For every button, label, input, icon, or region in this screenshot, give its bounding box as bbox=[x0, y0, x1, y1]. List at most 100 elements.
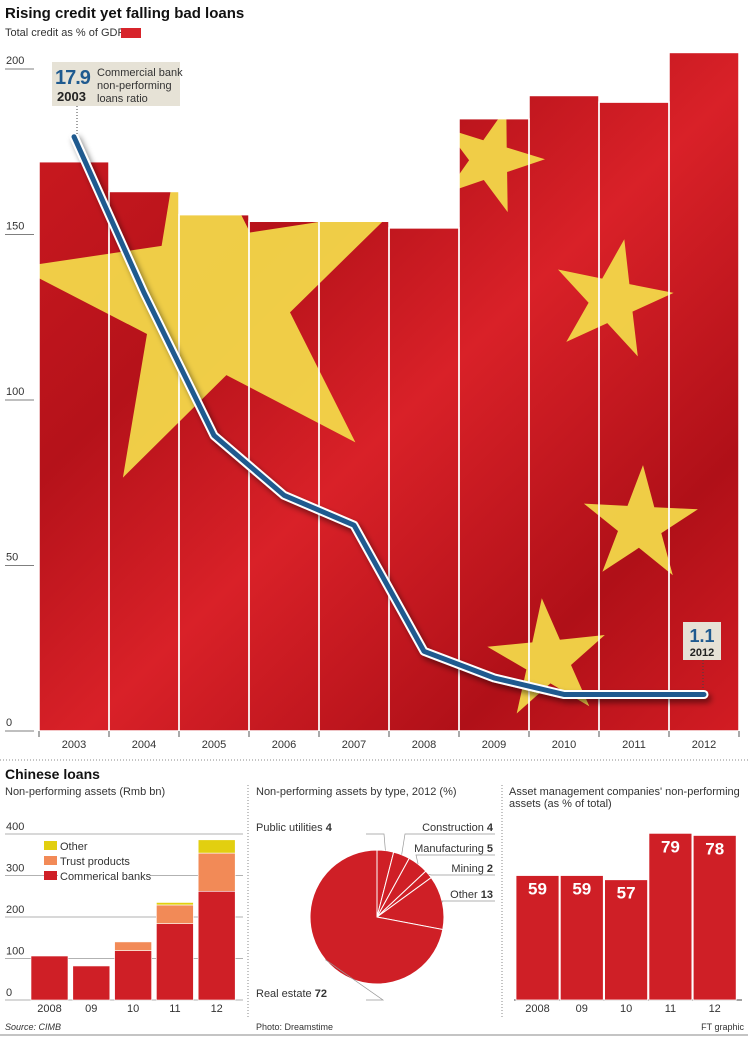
legend-swatch bbox=[44, 856, 57, 865]
x-tick-label: 2004 bbox=[132, 739, 156, 751]
pie-leader-line bbox=[325, 959, 385, 1001]
photo-credit: Photo: Dreamstime bbox=[256, 1022, 333, 1032]
star-icon bbox=[39, 102, 394, 478]
y-tick-label: 0 bbox=[6, 987, 12, 999]
x-tick-label: 2008 bbox=[412, 739, 436, 751]
x-tick-label: 10 bbox=[127, 1003, 139, 1015]
annotation-text-2: non-performing bbox=[97, 80, 172, 92]
x-tick-label: 2003 bbox=[62, 739, 86, 751]
x-tick-label: 2007 bbox=[342, 739, 366, 751]
pie-label: Real estate 72 bbox=[256, 988, 327, 1000]
x-tick-label: 2008 bbox=[37, 1003, 61, 1015]
amc-bar-2008 bbox=[515, 875, 560, 1001]
pie-leader-line bbox=[428, 873, 495, 876]
y-tick-label: 200 bbox=[6, 55, 24, 67]
ft-credit: FT graphic bbox=[701, 1022, 744, 1032]
pie-label-value: 5 bbox=[487, 843, 493, 855]
pie-label-value: 13 bbox=[481, 889, 493, 901]
pie-leader-line bbox=[415, 854, 495, 865]
amc-bar-chart: 59 2008 59 09 57 10 79 11 78 12 bbox=[514, 832, 742, 1015]
pie-leader-line bbox=[441, 900, 495, 903]
annotation-2012: 1.1 2012 bbox=[683, 622, 721, 690]
main-chart-subtitle: Total credit as % of GDP bbox=[5, 27, 125, 39]
main-x-axis: 2003 2004 2005 2006 2007 2008 2009 2010 2011 2012 bbox=[38, 731, 740, 751]
pie-label-name: Construction bbox=[422, 822, 487, 834]
pie-label-value: 4 bbox=[326, 822, 333, 834]
pie-label: Other 13 bbox=[450, 889, 493, 901]
credit-bars bbox=[38, 51, 740, 732]
y-tick-label: 400 bbox=[6, 821, 24, 833]
bar-segment-commerical-banks bbox=[156, 923, 194, 1001]
pie-label-name: Public utilities bbox=[256, 822, 326, 834]
flag-photo-background bbox=[39, 52, 739, 732]
amc-bar-11 bbox=[648, 832, 693, 1001]
y-tick-label: 150 bbox=[6, 221, 24, 233]
y-tick-label: 100 bbox=[6, 946, 24, 958]
legend-label: Other bbox=[60, 841, 88, 853]
y-tick-label: 0 bbox=[6, 717, 12, 729]
legend-label: Trust products bbox=[60, 856, 130, 868]
amc-bar-value: 59 bbox=[572, 880, 591, 899]
main-chart-title: Rising credit yet falling bad loans bbox=[5, 5, 244, 22]
legend-bg bbox=[58, 839, 150, 852]
bar-segment-trust-products bbox=[114, 941, 152, 951]
x-tick-label: 12 bbox=[211, 1003, 223, 1015]
credit-bar-2012 bbox=[668, 51, 740, 732]
y-tick-label: 300 bbox=[6, 863, 24, 875]
bar-segment-trust-products bbox=[197, 852, 236, 892]
annotation-box bbox=[683, 622, 721, 660]
y-tick-label: 200 bbox=[6, 904, 24, 916]
bar-segment-other bbox=[156, 902, 194, 906]
annotation-value: 17.9 bbox=[55, 67, 91, 89]
pie-label-value: 2 bbox=[487, 863, 493, 875]
flag-stars bbox=[39, 102, 698, 714]
pie-label-value: 72 bbox=[315, 988, 327, 1000]
pie-label: Construction 4 bbox=[422, 822, 494, 834]
x-tick-label: 10 bbox=[620, 1003, 632, 1015]
bar-segment-other bbox=[197, 839, 236, 854]
annotation-year: 2012 bbox=[690, 647, 714, 659]
star-icon bbox=[445, 107, 545, 213]
pie-label: Manufacturing 5 bbox=[414, 843, 493, 855]
x-tick-label: 09 bbox=[85, 1003, 97, 1015]
x-tick-label: 12 bbox=[709, 1003, 721, 1015]
annotation-text-3: loans ratio bbox=[97, 93, 148, 105]
annotation-2003: 17.9 2003 Commercial bank non-performing… bbox=[52, 62, 183, 136]
pie-label-name: Real estate bbox=[256, 988, 315, 1000]
main-y-axis: 0 50 100 150 200 bbox=[5, 55, 34, 732]
legend-label: Commerical banks bbox=[60, 871, 152, 883]
amc-chart-title-1: Asset management companies' non-performi… bbox=[509, 786, 740, 798]
pie-leader-line bbox=[366, 833, 386, 851]
star-icon bbox=[558, 239, 674, 357]
amc-bar-09 bbox=[559, 875, 604, 1001]
y-tick-label: 50 bbox=[6, 552, 18, 564]
amc-bar-value: 79 bbox=[661, 837, 680, 856]
x-tick-label: 2011 bbox=[622, 739, 646, 751]
amc-bar-value: 59 bbox=[528, 880, 547, 899]
amc-bar-value: 78 bbox=[705, 839, 724, 858]
pie-label: Public utilities 4 bbox=[256, 822, 333, 834]
pie-label-value: 4 bbox=[487, 822, 494, 834]
amc-bar-value: 57 bbox=[617, 884, 636, 903]
pie-label-name: Mining bbox=[451, 863, 486, 875]
legend-bg bbox=[58, 854, 150, 867]
npl-ratio-line bbox=[69, 132, 709, 699]
annotation-box bbox=[52, 62, 180, 106]
bar-segment-commerical-banks bbox=[114, 950, 152, 1001]
pie-label: Mining 2 bbox=[451, 863, 493, 875]
amc-chart-title-2: assets (as % of total) bbox=[509, 798, 612, 810]
section-title: Chinese loans bbox=[5, 766, 100, 782]
bar-segment-commerical-banks bbox=[72, 965, 111, 1001]
x-tick-label: 2009 bbox=[482, 739, 506, 751]
npl-line bbox=[71, 134, 707, 697]
pie-label-name: Other bbox=[450, 889, 481, 901]
x-tick-label: 2012 bbox=[692, 739, 716, 751]
amc-bar-12 bbox=[692, 835, 737, 1001]
annotation-year: 2003 bbox=[57, 89, 86, 104]
annotation-value: 1.1 bbox=[689, 626, 714, 646]
bar-segment-commerical-banks bbox=[197, 890, 236, 1001]
legend-swatch bbox=[44, 841, 57, 850]
npa-legend: Other Trust products Commerical banks bbox=[44, 839, 152, 883]
